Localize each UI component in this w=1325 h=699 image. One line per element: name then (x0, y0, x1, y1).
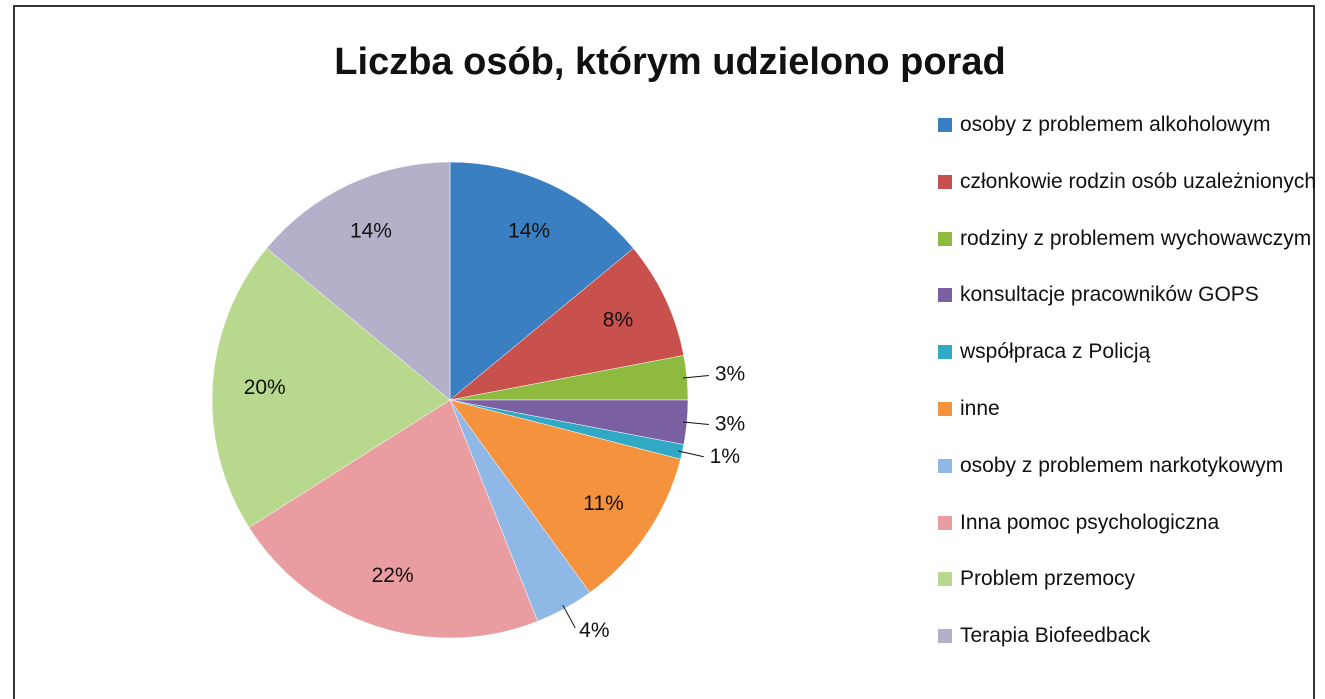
legend-item: Problem przemocy (938, 566, 1318, 623)
legend-label: konsultacje pracowników GOPS (960, 283, 1259, 307)
leader-line (682, 375, 709, 379)
data-label: 3% (715, 412, 745, 435)
legend-swatch (938, 401, 952, 416)
chart-title: Liczba osób, którym udzielono porad (334, 41, 1005, 83)
legend-swatch (938, 572, 952, 587)
legend-label: Inna pomoc psychologiczna (960, 510, 1220, 534)
legend-item: inne (938, 396, 1318, 453)
legend-label: osoby z problemem alkoholowym (960, 113, 1271, 136)
legend-item: konsultacje pracowników GOPS (938, 282, 1318, 339)
legend-item: osoby z problemem alkoholowym (938, 112, 1318, 169)
legend-swatch (938, 288, 952, 303)
frame (13, 5, 1315, 699)
data-label: 22% (372, 564, 414, 587)
data-label: 14% (350, 220, 392, 243)
pie-slice (211, 247, 451, 528)
legend-label: osoby z problemem narkotykowym (960, 453, 1284, 477)
legend-item: Inna pomoc psychologiczna (938, 510, 1318, 567)
legend-label: rodziny z problemem wychowawczym (960, 226, 1312, 250)
legend-item: rodziny z problemem wychowawczym (938, 226, 1318, 283)
legend-swatch (938, 345, 952, 360)
legend-item: osoby z problemem narkotykowym (938, 453, 1318, 510)
data-label: 14% (508, 220, 550, 243)
data-label: 20% (244, 376, 286, 399)
pie-slice (449, 247, 685, 401)
data-label: 1% (710, 445, 740, 468)
legend-label: Problem przemocy (960, 567, 1136, 591)
pie-slice (449, 161, 634, 401)
legend-swatch (938, 458, 952, 473)
legend-label: współpraca z Policją (960, 340, 1151, 364)
leader-line (562, 604, 576, 629)
data-label: 8% (603, 309, 633, 332)
legend-label: członkowie rodzin osób uzależnionych (960, 169, 1317, 193)
leader-line (682, 421, 709, 425)
legend-swatch (938, 515, 952, 530)
legend-swatch (938, 174, 952, 189)
legend-swatch (938, 629, 952, 644)
legend-label: Terapia Biofeedback (960, 624, 1151, 648)
legend-item: członkowie rodzin osób uzależnionych (938, 169, 1318, 226)
data-label: 4% (579, 619, 609, 642)
data-label: 11% (583, 492, 623, 515)
legend-item: współpraca z Policją (938, 339, 1318, 396)
legend-swatch (938, 231, 952, 246)
legend-label: inne (960, 396, 1000, 420)
legend: osoby z problemem alkoholowym członkowie … (938, 112, 1318, 680)
pie-slice (449, 399, 681, 593)
legend-swatch (938, 118, 952, 132)
pie-slice (248, 399, 538, 639)
data-label: 3% (715, 363, 745, 386)
pie-slice (266, 161, 451, 401)
leader-line (678, 450, 704, 458)
legend-item: Terapia Biofeedback (938, 623, 1318, 680)
